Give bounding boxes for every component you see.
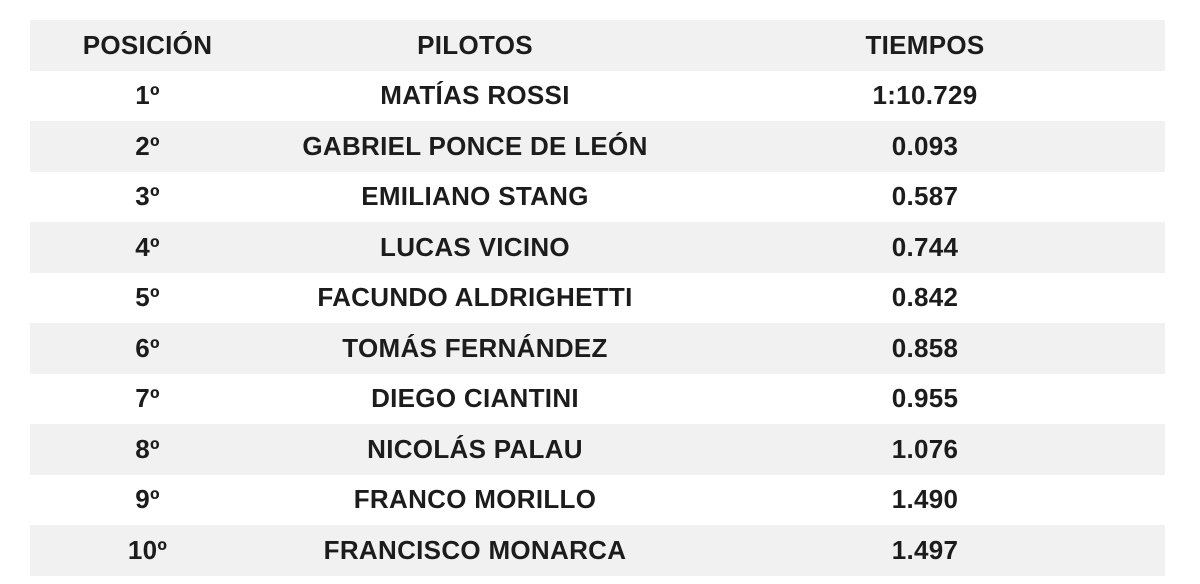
column-header: PILOTOS (417, 29, 533, 60)
result-row: 6º TOMÁS FERNÁNDEZ 0.858 (30, 323, 1165, 374)
lap-time: 1.076 (891, 433, 959, 464)
driver-name: NICOLÁS PALAU (367, 433, 583, 464)
column-header: TIEMPOS (865, 29, 985, 60)
header-row: POSICIÓN PILOTOS TIEMPOS (30, 20, 1165, 71)
driver-name: DIEGO CIANTINI (371, 383, 579, 414)
driver-name: TOMÁS FERNÁNDEZ (342, 332, 608, 363)
position: 2º (135, 130, 160, 161)
driver-name: FACUNDO ALDRIGHETTI (317, 282, 633, 313)
driver-name: LUCAS VICINO (380, 231, 570, 262)
result-row: 4º LUCAS VICINO 0.744 (30, 222, 1165, 273)
result-row: 10º FRANCISCO MONARCA 1.497 (30, 525, 1165, 576)
lap-time: 1.490 (891, 484, 959, 515)
result-row: 7º DIEGO CIANTINI 0.955 (30, 374, 1165, 425)
position: 5º (135, 282, 160, 313)
driver-name: EMILIANO STANG (361, 181, 589, 212)
results-table: POSICIÓN PILOTOS TIEMPOS 1º MATÍAS ROSSI 1:1… (30, 20, 1165, 576)
position: 1º (135, 80, 160, 111)
result-row: 2º GABRIEL PONCE DE LEÓN 0.093 (30, 121, 1165, 172)
column-header: POSICIÓN (82, 29, 213, 60)
lap-time: 0.955 (891, 383, 959, 414)
result-row: 3º EMILIANO STANG 0.587 (30, 172, 1165, 223)
lap-time: 0.842 (891, 282, 959, 313)
result-row: 1º MATÍAS ROSSI 1:10.729 (30, 71, 1165, 122)
driver-name: MATÍAS ROSSI (380, 80, 570, 111)
position: 9º (135, 484, 160, 515)
lap-time: 0.093 (891, 130, 959, 161)
position: 10º (127, 534, 168, 565)
position: 4º (135, 231, 160, 262)
driver-name: FRANCO MORILLO (353, 484, 597, 515)
position: 6º (135, 332, 160, 363)
lap-time: 0.744 (891, 231, 959, 262)
driver-name: FRANCISCO MONARCA (323, 534, 627, 565)
lap-time: 1.497 (891, 534, 959, 565)
result-row: 8º NICOLÁS PALAU 1.076 (30, 424, 1165, 475)
driver-name: GABRIEL PONCE DE LEÓN (302, 130, 648, 161)
position: 3º (135, 181, 160, 212)
position: 7º (135, 383, 160, 414)
lap-time: 0.858 (891, 332, 959, 363)
result-row: 5º FACUNDO ALDRIGHETTI 0.842 (30, 273, 1165, 324)
position: 8º (135, 433, 160, 464)
lap-time: 1:10.729 (872, 80, 978, 111)
lap-time: 0.587 (891, 181, 959, 212)
results-table-container: POSICIÓN PILOTOS TIEMPOS 1º MATÍAS ROSSI 1:1… (30, 20, 1165, 576)
result-row: 9º FRANCO MORILLO 1.490 (30, 475, 1165, 526)
